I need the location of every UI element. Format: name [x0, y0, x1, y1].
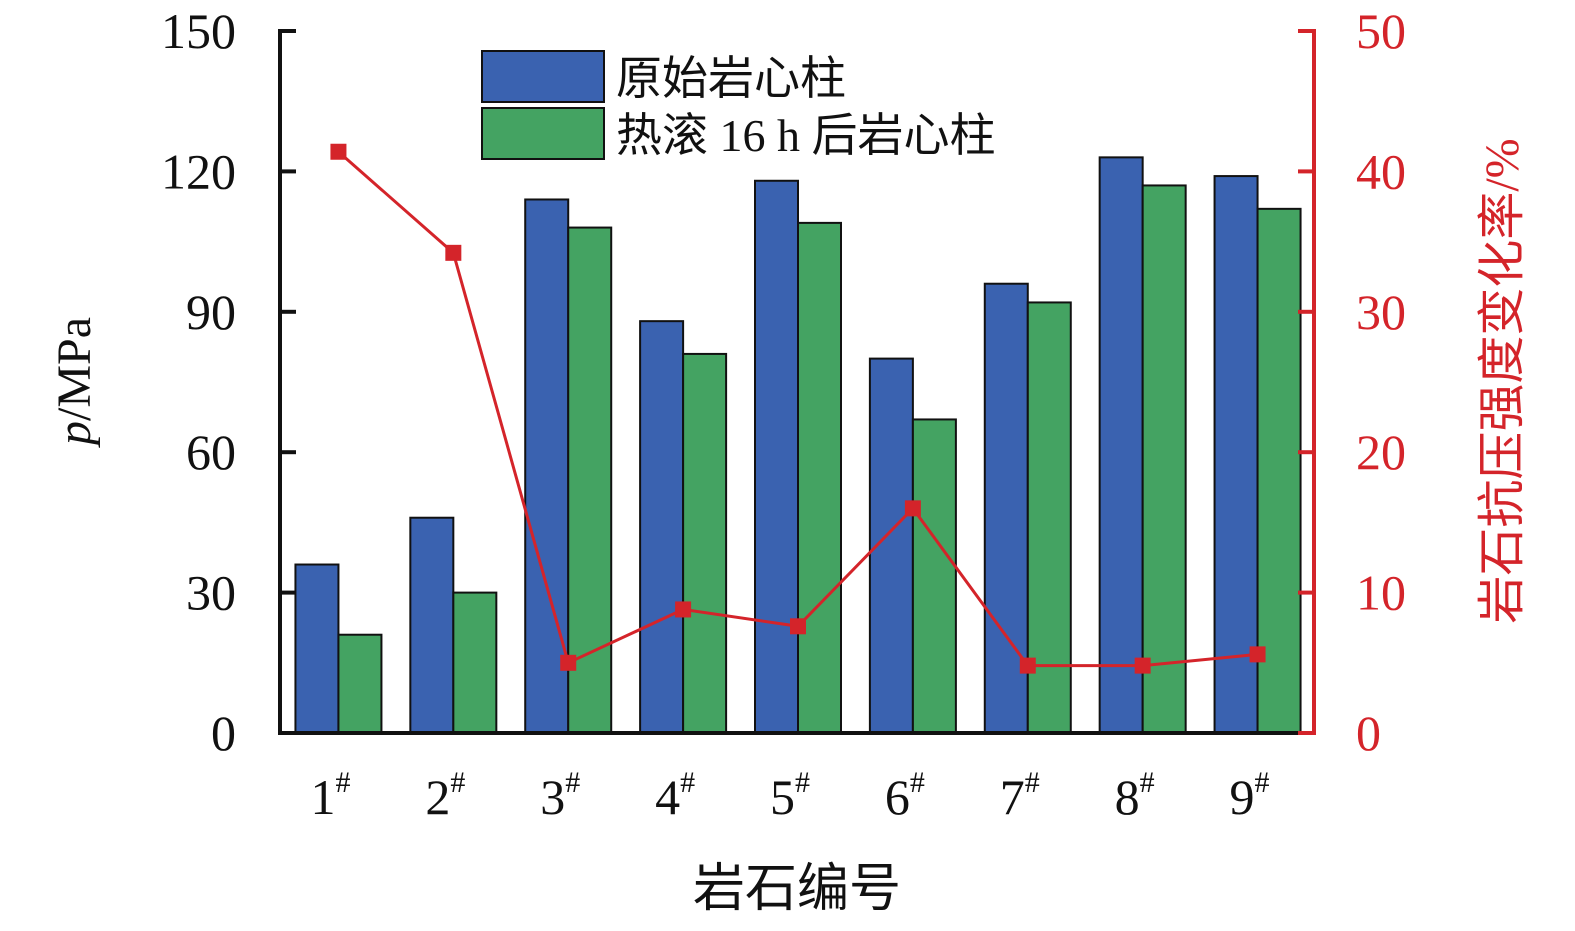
line-marker-6 [904, 500, 921, 517]
bar-series-1-1 [294, 563, 340, 735]
legend-swatch-series-2 [481, 107, 605, 160]
x-axis-label: 岩石编号 [693, 861, 901, 918]
bar-series-2-4 [682, 352, 728, 734]
line-marker-8 [1134, 657, 1151, 674]
x-tick-label-superscript: # [910, 766, 925, 799]
x-tick-label-superscript: # [680, 766, 695, 799]
x-tick-label-1: 1# [310, 766, 350, 825]
legend-label-series-1: 原始岩心柱 [616, 53, 846, 104]
y-axis-label: p/MPa [48, 317, 101, 448]
bar-series-1-2 [409, 516, 455, 734]
legend-label-series-2: 热滚 16 h 后岩心柱 [616, 110, 996, 161]
bar-series-2-3 [567, 226, 613, 734]
x-tick-label-superscript: # [1255, 766, 1270, 799]
x-tick-label-number: 4 [655, 769, 680, 825]
bar-series-1-5 [754, 179, 799, 734]
bar-group [294, 156, 1302, 735]
bar-series-2-2 [452, 591, 498, 734]
y-tick-label-60: 60 [186, 424, 236, 480]
line-marker-9 [1249, 646, 1266, 663]
y2-tick-label-10: 10 [1356, 565, 1406, 621]
bar-series-2-1 [337, 633, 383, 734]
legend: 原始岩心柱 热滚 16 h 后岩心柱 [481, 50, 996, 161]
y2-tick-label-50: 50 [1356, 3, 1406, 59]
x-tick-label-superscript: # [335, 766, 350, 799]
x-tick-label-superscript: # [795, 766, 810, 799]
x-tick-label-superscript: # [1140, 766, 1155, 799]
bar-series-2-9 [1256, 207, 1302, 734]
y-tick-label-120: 120 [161, 143, 236, 199]
y-axis-label-symbol: p [48, 421, 101, 448]
y-tick-label-150: 150 [161, 3, 236, 59]
x-tick-label-5: 5# [770, 766, 810, 825]
x-tick-label-number: 8 [1115, 769, 1140, 825]
legend-swatch-series-1 [481, 50, 605, 103]
line-marker-1 [330, 143, 347, 160]
bar-series-1-3 [524, 198, 570, 735]
x-tick-label-number: 2 [425, 769, 450, 825]
x-tick-label-7: 7# [1000, 766, 1040, 825]
x-tick-label-2: 2# [425, 766, 465, 825]
line-marker-7 [1019, 657, 1036, 674]
y-tick-label-30: 30 [186, 565, 236, 621]
x-tick-label-superscript: # [1025, 766, 1040, 799]
line-marker-3 [560, 654, 577, 671]
x-tick-label-number: 6 [885, 769, 910, 825]
x-tick-label-9: 9# [1230, 766, 1270, 825]
line-marker-5 [790, 618, 806, 635]
line-marker-2 [445, 244, 462, 261]
bar-series-1-4 [639, 320, 685, 734]
x-tick-label-3: 3# [540, 766, 580, 825]
x-tick-label-number: 3 [540, 769, 565, 825]
bar-series-2-8 [1141, 184, 1187, 734]
x-tick-label-4: 4# [655, 766, 695, 825]
x-tick-label-6: 6# [885, 766, 925, 825]
bar-series-2-5 [797, 221, 842, 734]
x-tick-label-number: 9 [1230, 769, 1255, 825]
x-tick-label-superscript: # [450, 766, 465, 799]
y2-tick-label-30: 30 [1356, 284, 1406, 340]
x-tick-label-number: 5 [770, 769, 795, 825]
y-axis-label-unit: /MPa [48, 317, 101, 421]
x-tick-label-number: 1 [310, 769, 335, 825]
bar-series-2-6 [911, 418, 957, 734]
line-marker-4 [675, 601, 692, 618]
y2-axis-label: 岩石抗压强度变化率/% [1476, 138, 1529, 623]
y-tick-label-90: 90 [186, 284, 236, 340]
x-tick-label-superscript: # [565, 766, 580, 799]
x-tick-label-number: 7 [1000, 769, 1025, 825]
y2-tick-label-20: 20 [1356, 424, 1406, 480]
y-tick-label-0: 0 [211, 705, 236, 761]
line-series-group [330, 143, 1266, 674]
bar-series-1-8 [1098, 156, 1144, 735]
x-tick-label-8: 8# [1115, 766, 1155, 825]
y2-tick-label-40: 40 [1356, 143, 1406, 199]
y2-tick-label-0: 0 [1356, 705, 1381, 761]
